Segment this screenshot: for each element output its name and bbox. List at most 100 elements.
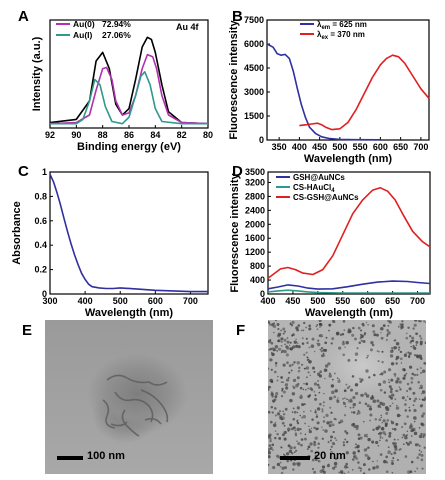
nanocluster-dot bbox=[351, 423, 355, 427]
nanocluster-dot bbox=[365, 321, 368, 324]
x-axis-label: Wavelength (nm) bbox=[305, 307, 394, 319]
nanocluster-dot bbox=[275, 365, 277, 367]
nanocluster-dot bbox=[393, 451, 397, 455]
nanocluster-dot bbox=[330, 342, 333, 345]
nanocluster-dot bbox=[388, 434, 392, 438]
nanocluster-dot bbox=[393, 444, 397, 448]
panel-letter-e: E bbox=[22, 322, 33, 339]
x-tick-label: 400 bbox=[78, 296, 93, 306]
nanocluster-dot bbox=[295, 449, 298, 452]
nanocluster-dot bbox=[303, 403, 306, 406]
nanocluster-dot bbox=[333, 417, 337, 421]
y-axis-label: Intensity (a.u.) bbox=[31, 36, 43, 111]
nanocluster-dot bbox=[360, 334, 364, 339]
nanocluster-dot bbox=[395, 358, 398, 361]
nanocluster-dot bbox=[282, 327, 286, 331]
nanocluster-dot bbox=[381, 437, 384, 439]
nanocluster-dot bbox=[390, 346, 394, 350]
nanocluster-dot bbox=[305, 382, 309, 386]
y-tick-label: 6000 bbox=[244, 39, 264, 49]
nanocluster-dot bbox=[397, 439, 399, 441]
scale-label-f: 20 nm bbox=[314, 450, 346, 462]
nanocluster-dot bbox=[395, 390, 397, 392]
nanocluster-dot bbox=[381, 402, 386, 407]
nanocluster-dot bbox=[372, 399, 377, 403]
nanocluster-dot bbox=[407, 355, 411, 359]
nanocluster-dot bbox=[344, 405, 347, 408]
nanocluster-dot bbox=[270, 392, 274, 396]
nanocluster-dot bbox=[337, 397, 339, 399]
nanocluster-dot bbox=[406, 332, 408, 335]
nanocluster-dot bbox=[387, 446, 390, 449]
x-tick-label: 450 bbox=[285, 296, 300, 306]
nanocluster-dot bbox=[289, 446, 293, 450]
nanocluster-dot bbox=[319, 323, 323, 327]
nanocluster-dot bbox=[378, 418, 382, 422]
nanocluster-dot bbox=[280, 446, 283, 449]
nanocluster-dot bbox=[284, 407, 288, 411]
nanocluster-dot bbox=[406, 382, 410, 386]
nanocluster-dot bbox=[385, 338, 388, 341]
nanocluster-dot bbox=[366, 356, 368, 359]
nanocluster-dot bbox=[296, 406, 300, 410]
nanocluster-dot bbox=[332, 466, 336, 470]
nanocluster-dot bbox=[270, 380, 274, 384]
nanocluster-dot bbox=[413, 323, 417, 327]
nanocluster-dot bbox=[343, 472, 346, 474]
nanocluster-dot bbox=[356, 347, 359, 350]
nanocluster-dot bbox=[303, 353, 306, 356]
nanocluster-dot bbox=[287, 376, 290, 379]
nanocluster-dot bbox=[393, 372, 397, 376]
nanocluster-dot bbox=[420, 414, 424, 418]
nanocluster-dot bbox=[345, 451, 349, 455]
nanocluster-dot bbox=[407, 326, 410, 329]
nanocluster-dot bbox=[402, 433, 406, 437]
nanocluster-dot bbox=[268, 367, 270, 370]
nanocluster-dot bbox=[395, 380, 399, 384]
nanocluster-dot bbox=[281, 387, 284, 391]
nanocluster-dot bbox=[274, 395, 278, 399]
nanocluster-dot bbox=[399, 388, 402, 391]
nanocluster-dot bbox=[325, 336, 328, 339]
nanocluster-dot bbox=[405, 336, 409, 340]
nanocluster-dot bbox=[324, 341, 328, 345]
nanocluster-dot bbox=[316, 342, 321, 347]
nanocluster-dot bbox=[296, 440, 298, 442]
y-tick-label: 2400 bbox=[245, 205, 265, 215]
nanocluster-dot bbox=[270, 341, 274, 345]
nanocluster-dot bbox=[418, 453, 421, 456]
nanocluster-dot bbox=[353, 454, 357, 459]
nanocluster-dot bbox=[296, 376, 300, 380]
nanocluster-dot bbox=[281, 433, 285, 437]
nanocluster-dot bbox=[352, 402, 357, 407]
nanocluster-dot bbox=[408, 387, 412, 391]
nanocluster-dot bbox=[332, 430, 335, 434]
nanocluster-dot bbox=[308, 358, 310, 361]
nanocluster-dot bbox=[315, 415, 319, 419]
nanocluster-dot bbox=[339, 419, 344, 424]
nanocluster-dot bbox=[329, 448, 332, 451]
scale-bar-e bbox=[57, 456, 83, 460]
nanocluster-dot bbox=[351, 469, 354, 471]
nanocluster-dot bbox=[418, 449, 421, 452]
nanocluster-dot bbox=[343, 414, 347, 417]
nanocluster-dot bbox=[286, 459, 289, 462]
nanocluster-dot bbox=[268, 349, 270, 351]
nanocluster-dot bbox=[330, 411, 333, 414]
nanocluster-dot bbox=[342, 340, 345, 343]
nanocluster-dot bbox=[310, 410, 312, 412]
nanocluster-dot bbox=[293, 446, 297, 449]
nanocluster-dot bbox=[328, 329, 330, 332]
y-axis-label: Fluorescence intensity bbox=[229, 173, 241, 293]
nanocluster-dot bbox=[355, 443, 357, 446]
nanocluster-dot bbox=[392, 441, 396, 445]
nanocluster-dot bbox=[293, 451, 296, 454]
x-tick-label: 90 bbox=[71, 130, 81, 140]
nanocluster-dot bbox=[359, 470, 362, 472]
legend-label: λem = 625 nm bbox=[317, 20, 367, 31]
nanocluster-dot bbox=[343, 389, 347, 393]
nanocluster-dot bbox=[347, 399, 352, 403]
x-tick-label: 84 bbox=[150, 130, 160, 140]
nanocluster-dot bbox=[382, 380, 387, 384]
nanocluster-dot bbox=[371, 343, 375, 347]
